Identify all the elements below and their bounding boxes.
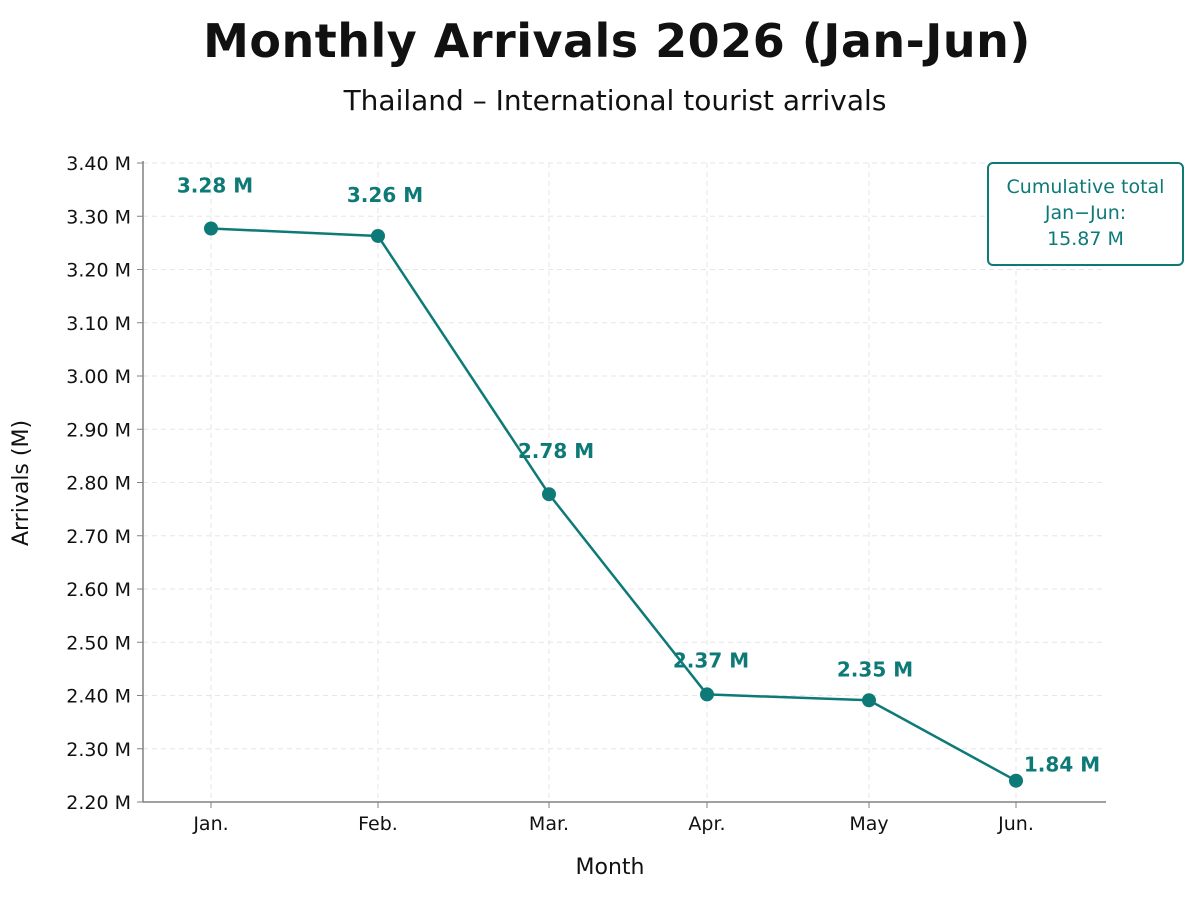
data-point	[700, 687, 714, 702]
data-point	[371, 228, 385, 243]
y-tick-label: 3.00 M	[66, 366, 131, 388]
data-label: 1.84 M	[1024, 753, 1100, 777]
cumulative-total-box: Cumulative total Jan−Jun: 15.87 M	[987, 162, 1184, 266]
y-tick-labels: 2.20 M 2.30 M 2.40 M 2.50 M 2.60 M 2.70 M 2.80…	[66, 153, 131, 814]
cumulative-total-line-2: Jan−Jun:	[1044, 202, 1127, 224]
data-labels: 3.28 M 3.26 M 2.78 M 2.37 M 2.35 M 1.84 M	[177, 173, 1100, 776]
y-tick-label: 2.80 M	[66, 473, 131, 495]
y-tick-label: 2.70 M	[66, 526, 131, 548]
y-tick-label: 2.30 M	[66, 739, 131, 761]
y-tick-label: 3.30 M	[66, 206, 131, 228]
x-tick-label: Jun.	[997, 813, 1034, 835]
data-point	[862, 693, 876, 708]
x-tick-label: Jan.	[192, 813, 228, 835]
data-label: 2.78 M	[518, 439, 594, 463]
y-tick-label: 2.90 M	[66, 419, 131, 441]
data-label: 3.26 M	[347, 183, 423, 207]
y-tick-label: 3.40 M	[66, 153, 131, 175]
x-tick-labels: Jan. Feb. Mar. Apr. May Jun.	[192, 813, 1034, 835]
axes	[137, 161, 1106, 808]
chart-title: Monthly Arrivals 2026 (Jan-Jun)	[203, 14, 1031, 68]
y-tick-label: 2.50 M	[66, 632, 131, 654]
y-tick-label: 2.40 M	[66, 686, 131, 708]
y-tick-label: 2.20 M	[66, 792, 131, 814]
y-tick-label: 3.10 M	[66, 313, 131, 335]
data-label: 2.37 M	[673, 648, 749, 672]
x-tick-label: Feb.	[358, 813, 398, 835]
cumulative-total-line-1: Cumulative total	[1006, 176, 1165, 198]
gridlines	[143, 162, 1106, 803]
series	[204, 221, 1023, 788]
y-tick-label: 2.60 M	[66, 579, 131, 601]
data-label: 3.28 M	[177, 173, 253, 197]
x-tick-label: May	[849, 813, 888, 835]
data-point	[542, 487, 556, 502]
x-tick-label: Apr.	[688, 813, 725, 835]
x-axis-title: Month	[576, 855, 645, 880]
x-tick-label: Mar.	[529, 813, 569, 835]
chart-subtitle: Thailand – International tourist arrival…	[343, 84, 887, 117]
y-tick-label: 3.20 M	[66, 260, 131, 282]
data-point	[1009, 773, 1023, 788]
data-label: 2.35 M	[837, 657, 913, 681]
series-line	[210, 227, 1017, 782]
data-point	[204, 221, 218, 236]
y-axis-title: Arrivals (M)	[9, 420, 34, 546]
cumulative-total-value: 15.87 M	[1047, 228, 1124, 250]
